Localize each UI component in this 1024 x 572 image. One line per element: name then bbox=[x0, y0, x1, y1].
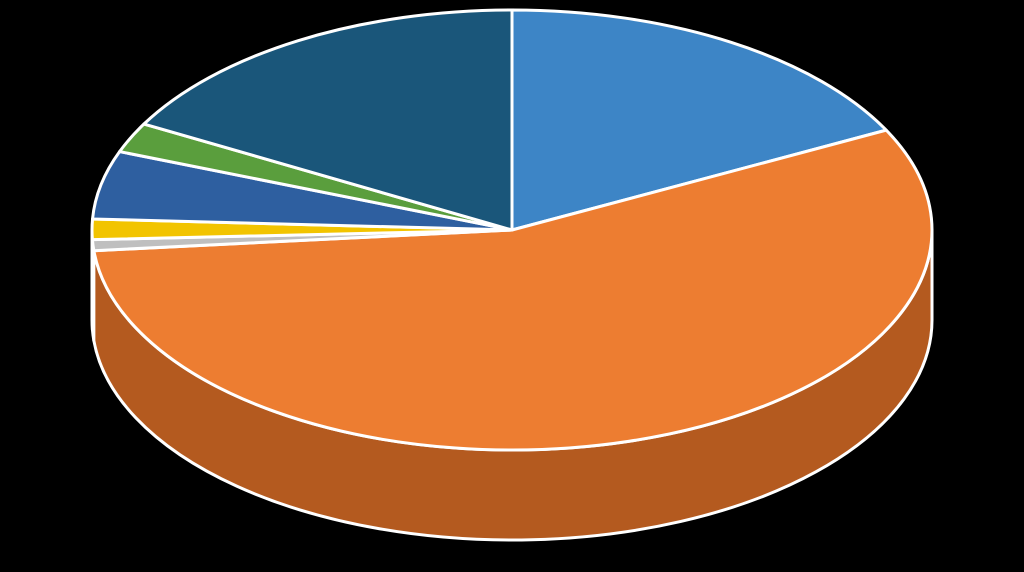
pie-top bbox=[92, 10, 932, 450]
pie-chart-3d bbox=[0, 0, 1024, 572]
